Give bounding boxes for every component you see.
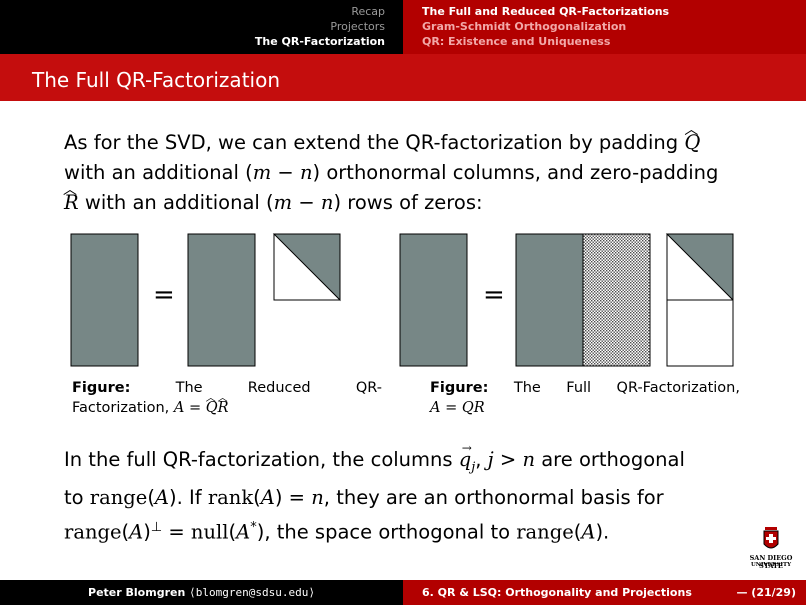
nav-subsections: The Full and Reduced QR-Factorizations G… — [403, 0, 806, 54]
body-text-4: to — [64, 485, 90, 509]
body-text-10: ). — [595, 520, 610, 544]
gt-sign: > — [493, 448, 523, 471]
n-var-4: n — [311, 485, 324, 509]
body-comma: , — [475, 448, 488, 471]
caption-reduced-word-3: QR- — [355, 380, 382, 396]
sdsu-logo: SAN DIEGO STATE UNIVERSITY — [742, 526, 800, 576]
caption-eq-sign: = — [184, 400, 206, 416]
n-var-2: n — [320, 191, 334, 214]
minus-2: − — [292, 191, 321, 214]
null-op: null — [190, 520, 229, 544]
nav-subsection-full-reduced[interactable]: The Full and Reduced QR-Factorizations — [422, 5, 670, 18]
caption-q-hat: ︿ Q — [205, 393, 218, 416]
a-var-5: A — [581, 520, 596, 544]
caption-full-word-3: QR-Factorization, — [616, 380, 740, 396]
caption-full-label: Figure: — [430, 380, 489, 396]
logo-line1: SAN DIEGO STATE — [749, 554, 793, 570]
j-var: j — [487, 448, 494, 471]
footer-course: 6. QR & LSQ: Orthogonality and Projectio… — [403, 580, 806, 605]
footer-author-name: Peter Blomgren — [88, 586, 190, 599]
range-op: range — [89, 485, 148, 509]
a-var: A — [154, 485, 170, 509]
body-text-7: , they are an orthonormal basis for — [323, 485, 664, 509]
caption-reduced-label: Figure: — [72, 380, 131, 396]
body-text-1: In the full QR-factorization, the column… — [64, 448, 459, 471]
caption-reduced: Figure: The Reduced QR- Factorization, A… — [72, 378, 382, 418]
intro-text-3: ) orthonormal columns, and zero-padding — [312, 161, 719, 184]
n-var: n — [299, 161, 313, 184]
caption-full-word-2: Full — [566, 380, 592, 396]
footer-course-title: 6. QR & LSQ: Orthogonality and Projectio… — [422, 586, 692, 599]
logo-line2: UNIVERSITY — [751, 562, 791, 568]
nav-sections: Recap Projectors The QR-Factorization — [0, 0, 403, 54]
q-vec-j: → qj — [458, 441, 476, 475]
footer-email: ⟨blomgren@sdsu.edu⟩ — [189, 586, 315, 599]
matrix-a-full — [399, 233, 468, 367]
perp-symbol: ⊥ — [150, 519, 163, 535]
rank-op: rank — [207, 485, 254, 509]
a-var-3: A — [129, 520, 144, 544]
footer-author: Peter Blomgren ⟨blomgren@sdsu.edu⟩ — [0, 580, 403, 605]
matrix-q-hat — [187, 233, 256, 367]
matrix-q-padding — [582, 233, 651, 367]
nav-section-projectors[interactable]: Projectors — [330, 20, 385, 33]
nav-subsection-existence[interactable]: QR: Existence and Uniqueness — [422, 35, 611, 48]
q-hat: ︿ Q — [684, 122, 701, 154]
range-op-2: range — [64, 520, 122, 544]
footer-page-number: — (21/29) — [736, 586, 796, 599]
intro-text-2: with an additional ( — [64, 161, 253, 184]
m-var: m — [252, 161, 272, 184]
caption-full-line2: A = QR — [430, 400, 485, 416]
r-hat: ︿ R — [63, 182, 79, 214]
n-var-3: n — [522, 448, 536, 471]
frame-title: The Full QR-Factorization — [0, 54, 806, 101]
matrix-r-upper — [665, 233, 734, 302]
sdsu-shield-icon — [763, 527, 779, 549]
caption-reduced-word-2: Reduced — [247, 380, 311, 396]
a-var-2: A — [260, 485, 275, 509]
star-symbol: * — [250, 519, 257, 535]
body-text-5: . If — [176, 485, 208, 509]
nav-section-qr[interactable]: The QR-Factorization — [254, 35, 385, 48]
nav-subsection-gram-schmidt[interactable]: Gram-Schmidt Orthogonalization — [422, 20, 627, 33]
body-eq-2: = — [162, 520, 191, 544]
caption-reduced-word-1: The — [175, 380, 203, 396]
matrix-q-part — [515, 233, 584, 367]
body-text-9: ), the space orthogonal to — [256, 520, 517, 544]
intro-text-1: As for the SVD, we can extend the QR-fac… — [64, 131, 685, 154]
caption-r-hat: ︿ R — [217, 393, 229, 416]
body-paragraph: In the full QR-factorization, the column… — [64, 441, 685, 544]
body-text-3: are orthogonal — [535, 448, 685, 471]
intro-paragraph: As for the SVD, we can extend the QR-fac… — [63, 122, 754, 218]
minus: − — [271, 161, 300, 184]
equals-left: = — [153, 280, 175, 310]
intro-text-5: ) rows of zeros: — [333, 191, 483, 214]
body-eq: = — [282, 485, 312, 509]
matrix-r-hat-upper — [272, 233, 341, 302]
range-op-3: range — [516, 520, 574, 544]
caption-a: A — [173, 400, 185, 416]
caption-full-word-1: The — [513, 380, 541, 396]
matrix-a-reduced — [70, 233, 139, 367]
equals-right: = — [483, 280, 505, 310]
nav-section-recap[interactable]: Recap — [351, 5, 385, 18]
a-var-4: A — [236, 520, 251, 544]
caption-reduced-line2: Factorization, — [72, 400, 174, 416]
m-var-2: m — [273, 191, 293, 214]
intro-text-4: with an additional ( — [78, 191, 274, 214]
caption-full: Figure: The Full QR-Factorization, A = Q… — [430, 378, 740, 418]
